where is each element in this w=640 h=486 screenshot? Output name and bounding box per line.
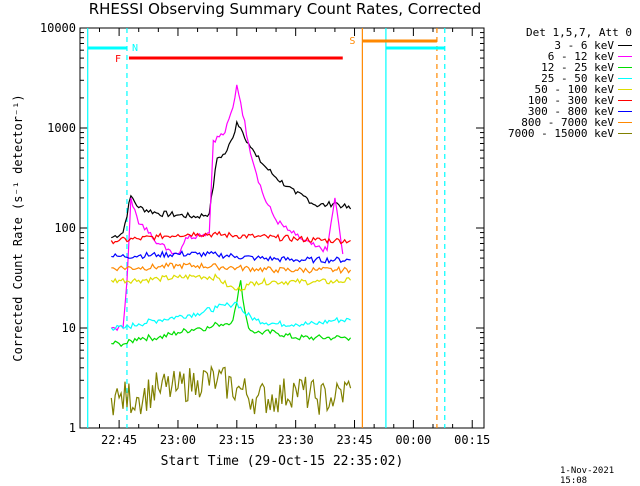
legend-item: 7000 - 15000 keV bbox=[484, 128, 632, 139]
y-axis-label: Corrected Count Rate (s⁻¹ detector⁻¹) bbox=[11, 94, 25, 362]
legend-item: 50 - 100 keV bbox=[484, 84, 632, 95]
legend-item-swatch bbox=[618, 122, 632, 123]
legend-item: 6 - 12 keV bbox=[484, 51, 632, 62]
legend-item-label: 300 - 800 keV bbox=[527, 105, 614, 118]
x-tick-label: 23:45 bbox=[336, 433, 372, 447]
x-tick-label: 23:30 bbox=[278, 433, 314, 447]
legend-item-label: 3 - 6 keV bbox=[554, 39, 614, 52]
series-line bbox=[111, 84, 344, 332]
x-tick-label: 00:00 bbox=[395, 433, 431, 447]
legend-item: 3 - 6 keV bbox=[484, 40, 632, 51]
series-line bbox=[110, 273, 352, 292]
legend-item-label: 100 - 300 keV bbox=[527, 94, 614, 107]
legend-item-swatch bbox=[618, 100, 632, 101]
series-line bbox=[111, 250, 351, 264]
legend-title: Det 1,5,7, Att 0 bbox=[526, 26, 632, 39]
legend-item-label: 50 - 100 keV bbox=[534, 83, 614, 96]
legend-item-label: 800 - 7000 keV bbox=[521, 116, 614, 129]
x-tick-label: 23:00 bbox=[160, 433, 196, 447]
series-line bbox=[110, 230, 351, 245]
legend-item-swatch bbox=[618, 67, 632, 68]
legend-item: 25 - 50 keV bbox=[484, 73, 632, 84]
legend-item: 300 - 800 keV bbox=[484, 106, 632, 117]
chart-title: RHESSI Observing Summary Count Rates, Co… bbox=[88, 0, 482, 18]
legend-item-swatch bbox=[618, 89, 632, 90]
legend-item-swatch bbox=[618, 78, 632, 79]
y-tick-label: 10 bbox=[62, 321, 76, 335]
flag-label-saa: S bbox=[349, 36, 355, 47]
legend-item-swatch bbox=[618, 45, 632, 46]
legend-item: 100 - 300 keV bbox=[484, 95, 632, 106]
legend-item-label: 12 - 25 keV bbox=[541, 61, 614, 74]
legend-item: 800 - 7000 keV bbox=[484, 117, 632, 128]
chart-legend: Det 1,5,7, Att 0 3 - 6 keV 6 - 12 keV 12 -… bbox=[484, 26, 632, 139]
y-tick-label: 1 bbox=[69, 421, 76, 435]
series-line bbox=[111, 262, 352, 275]
legend-item-label: 7000 - 15000 keV bbox=[508, 127, 614, 140]
x-tick-label: 22:45 bbox=[101, 433, 137, 447]
timestamp: 1-Nov-2021 15:08 bbox=[560, 466, 615, 486]
legend-item-label: 6 - 12 keV bbox=[547, 50, 614, 63]
flag-label-night: N bbox=[132, 43, 138, 54]
series-line bbox=[110, 301, 351, 332]
x-tick-label: 00:15 bbox=[454, 433, 490, 447]
legend-item: 12 - 25 keV bbox=[484, 62, 632, 73]
y-tick-label: 10000 bbox=[40, 21, 76, 35]
series-line bbox=[110, 364, 352, 416]
legend-item-swatch bbox=[618, 111, 632, 112]
x-axis-label: Start Time (29-Oct-15 22:35:02) bbox=[160, 454, 404, 469]
series-line bbox=[111, 280, 352, 348]
legend-item-label: 25 - 50 keV bbox=[541, 72, 614, 85]
flag-label-flare: F bbox=[115, 54, 121, 65]
y-tick-label: 100 bbox=[54, 221, 76, 235]
x-tick-label: 23:15 bbox=[219, 433, 255, 447]
plot-frame bbox=[79, 27, 485, 429]
legend-item-swatch bbox=[618, 133, 632, 134]
y-tick-label: 1000 bbox=[47, 121, 76, 135]
legend-item-swatch bbox=[618, 56, 632, 57]
series-line bbox=[111, 119, 352, 239]
